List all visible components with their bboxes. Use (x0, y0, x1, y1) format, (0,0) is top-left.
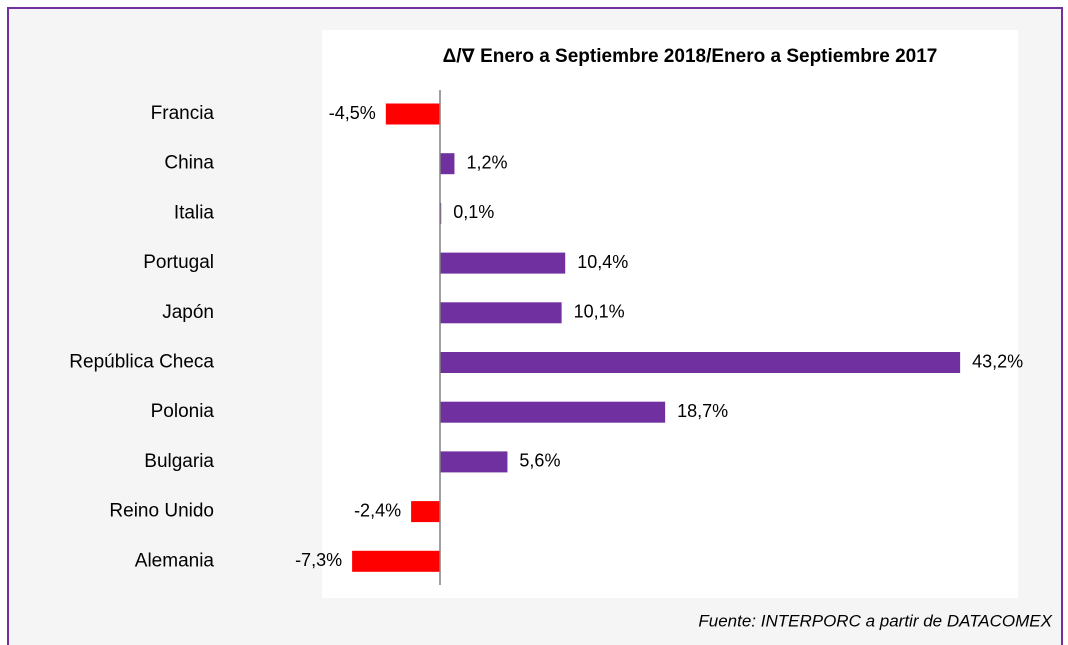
bar (440, 153, 455, 175)
category-label: Japón (162, 302, 214, 323)
category-label: Italia (174, 202, 215, 223)
category-label: Alemania (135, 550, 215, 571)
category-label: República Checa (69, 352, 214, 373)
bar (440, 302, 562, 324)
category-label: Francia (151, 103, 215, 124)
value-label: 0,1% (453, 202, 494, 222)
bar (352, 550, 440, 572)
value-label: 10,1% (574, 302, 625, 322)
category-label: Reino Unido (109, 501, 214, 522)
category-label: Polonia (151, 401, 215, 422)
value-label: 1,2% (466, 152, 507, 172)
value-label: -2,4% (354, 500, 401, 520)
category-label: Portugal (143, 252, 214, 273)
value-label: 5,6% (519, 451, 560, 471)
bar (440, 401, 666, 423)
chart-title: Δ/∇ Enero a Septiembre 2018/Enero a Sept… (443, 46, 938, 67)
value-label: -4,5% (329, 103, 376, 123)
bar (411, 501, 440, 523)
category-label: China (164, 153, 214, 174)
bar (440, 352, 961, 373)
bar (385, 103, 440, 125)
bar (440, 252, 566, 274)
source: Fuente: INTERPORC a partir de DATACOMEX (698, 611, 1052, 630)
value-label: 10,4% (577, 252, 628, 272)
value-label: -7,3% (295, 550, 342, 570)
value-label: 43,2% (972, 351, 1023, 371)
bar (440, 451, 508, 473)
value-label: 18,7% (677, 401, 728, 421)
category-label: Bulgaria (144, 451, 214, 472)
